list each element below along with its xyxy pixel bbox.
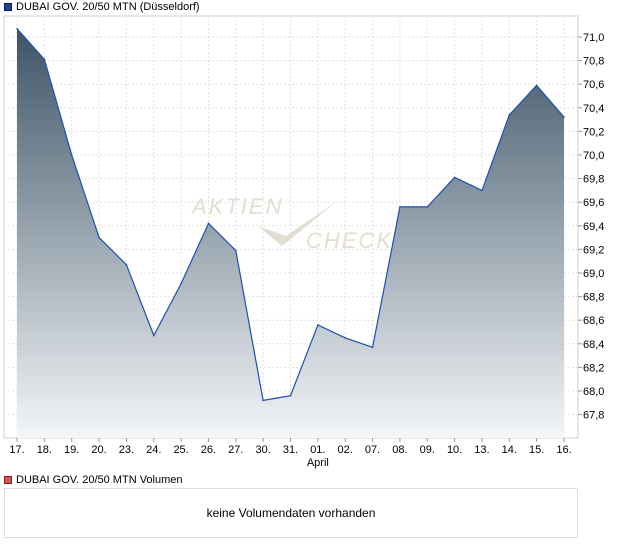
x-tick-label: 20. [91, 444, 106, 456]
price-point [125, 263, 128, 266]
y-tick-label: 70,2 [583, 126, 604, 138]
y-tick-label: 68,8 [583, 292, 604, 304]
price-point [426, 206, 429, 208]
x-tick-label: 25. [173, 444, 188, 456]
price-point [563, 116, 565, 118]
price-point [70, 154, 73, 156]
price-point [153, 334, 155, 337]
y-tick-label: 67,8 [583, 410, 604, 422]
price-point [262, 399, 264, 402]
month-label: April [307, 457, 329, 469]
y-tick-label: 68,2 [583, 362, 604, 374]
price-legend-swatch [4, 3, 12, 11]
volume-legend-swatch [4, 476, 12, 484]
price-point [16, 27, 18, 30]
price-point [207, 222, 210, 225]
y-tick-label: 68,6 [583, 315, 604, 327]
y-tick-label: 69,2 [583, 244, 604, 256]
price-point [481, 189, 483, 192]
x-tick-label: 16. [556, 444, 571, 456]
price-point [371, 346, 374, 349]
x-tick-label: 13. [474, 444, 489, 456]
x-tick-label: 17. [9, 444, 24, 456]
x-tick-label: 31. [283, 444, 298, 456]
x-tick-label: 18. [37, 444, 52, 456]
y-tick-label: 70,6 [583, 79, 604, 91]
watermark-word-1: AKTIEN [190, 194, 283, 219]
price-point [344, 337, 347, 339]
x-tick-label: 08. [392, 444, 407, 456]
price-point [98, 236, 100, 239]
x-tick-label: 19. [64, 444, 79, 456]
price-point [453, 176, 456, 179]
price-point [289, 394, 292, 397]
price-point [535, 84, 538, 87]
x-tick-label: 07. [365, 444, 380, 456]
x-tick-label: 02. [338, 444, 353, 456]
volume-empty-message: keine Volumendaten vorhanden [206, 506, 376, 520]
y-tick-label: 68,4 [583, 339, 604, 351]
price-point [180, 282, 182, 285]
axes: 67,8 68,0 68,2 68,4 68,6 68,8 69,0 69,2 69,4 69,6… [9, 32, 604, 469]
x-tick-label: 14. [502, 444, 517, 456]
price-chart: AKTIEN CHECK 67,8 68,0 68,2 68,4 68,6 68,8 69,0… [3, 15, 604, 469]
y-tick-label: 69,8 [583, 174, 604, 186]
watermark: AKTIEN CHECK [190, 194, 393, 253]
x-tick-label: 23. [119, 444, 134, 456]
y-tick-label: 69,4 [583, 221, 604, 233]
price-point [43, 58, 46, 61]
x-tick-label: 24. [146, 444, 161, 456]
x-tick-label: 09. [420, 444, 435, 456]
volume-panel: keine Volumendaten vorhanden [4, 488, 578, 538]
x-tick-label: 30. [256, 444, 271, 456]
price-legend-label: DUBAI GOV. 20/50 MTN (Düsseldorf) [16, 1, 200, 13]
price-point [317, 324, 319, 326]
x-tick-label: 26. [201, 444, 216, 456]
y-tick-label: 70,0 [583, 150, 604, 162]
y-tick-label: 69,6 [583, 197, 604, 209]
price-point [399, 206, 401, 208]
volume-legend-label: DUBAI GOV. 20/50 MTN Volumen [16, 474, 183, 486]
x-tick-label: 10. [447, 444, 462, 456]
y-tick-label: 71,0 [583, 32, 604, 44]
y-tick-label: 69,0 [583, 268, 604, 280]
watermark-word-2: CHECK [306, 228, 393, 253]
y-tick-label: 70,8 [583, 56, 604, 68]
y-tick-label: 70,4 [583, 103, 604, 115]
x-tick-label: 27. [228, 444, 243, 456]
price-legend: DUBAI GOV. 20/50 MTN (Düsseldorf) [4, 0, 200, 14]
price-point [508, 114, 511, 116]
volume-legend: DUBAI GOV. 20/50 MTN Volumen [4, 473, 183, 487]
price-point [235, 249, 237, 252]
y-tick-label: 68,0 [583, 386, 604, 398]
x-tick-label: 15. [529, 444, 544, 456]
watermark-check-icon [258, 202, 336, 246]
x-tick-label: 01. [310, 444, 325, 456]
